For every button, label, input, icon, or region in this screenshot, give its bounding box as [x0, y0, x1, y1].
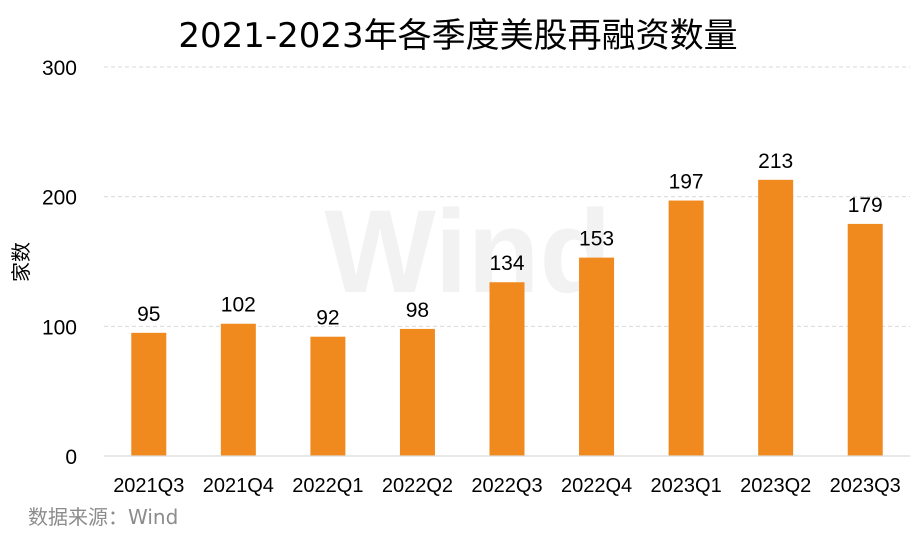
y-tick-label: 100 [42, 316, 77, 339]
y-tick-label: 300 [42, 57, 77, 80]
x-tick-label: 2022Q1 [292, 475, 363, 497]
data-label-2023q1: 197 [669, 171, 704, 194]
x-tick-label: 2021Q3 [113, 475, 184, 497]
x-axis-ticks: 2021Q3 2021Q4 2022Q1 2022Q2 2022Q3 2022Q4 2023… [113, 475, 901, 497]
bar-2022q1 [310, 336, 346, 456]
bar-2022q4 [579, 257, 615, 456]
data-label-2021q3: 95 [137, 303, 160, 326]
y-tick-label: 200 [42, 187, 77, 210]
data-label-2022q1: 92 [316, 307, 339, 330]
bars [131, 179, 883, 456]
data-label-2022q4: 153 [579, 228, 614, 251]
chart-title: 2021-2023年各季度美股再融资数量 [178, 16, 737, 56]
x-tick-label: 2022Q2 [382, 475, 453, 497]
data-labels: 95 102 92 98 134 153 197 213 179 [137, 150, 883, 330]
data-label-2022q3: 134 [489, 252, 524, 275]
source-note: 数据来源：Wind [28, 505, 178, 529]
bar-2023q1 [668, 200, 704, 456]
bar-2022q3 [489, 282, 525, 456]
x-tick-label: 2023Q3 [830, 475, 901, 497]
x-tick-label: 2022Q4 [561, 475, 632, 497]
data-label-2023q2: 213 [758, 150, 793, 173]
data-label-2021q4: 102 [221, 294, 256, 317]
x-tick-label: 2022Q3 [471, 475, 542, 497]
y-axis-ticks: 0 100 200 300 [42, 57, 77, 469]
data-label-2022q2: 98 [406, 299, 429, 322]
bar-2023q3 [847, 223, 883, 456]
x-tick-label: 2023Q2 [740, 475, 811, 497]
bar-2023q2 [758, 179, 794, 456]
bar-2021q4 [220, 323, 256, 456]
y-axis-label: 家数 [9, 242, 33, 282]
bar-2022q2 [399, 328, 435, 456]
x-tick-label: 2023Q1 [651, 475, 722, 497]
x-tick-label: 2021Q4 [203, 475, 274, 497]
y-tick-label: 0 [65, 446, 77, 469]
bar-2021q3 [131, 332, 167, 456]
data-label-2023q3: 179 [848, 194, 883, 217]
watermark: Wind [324, 186, 611, 318]
